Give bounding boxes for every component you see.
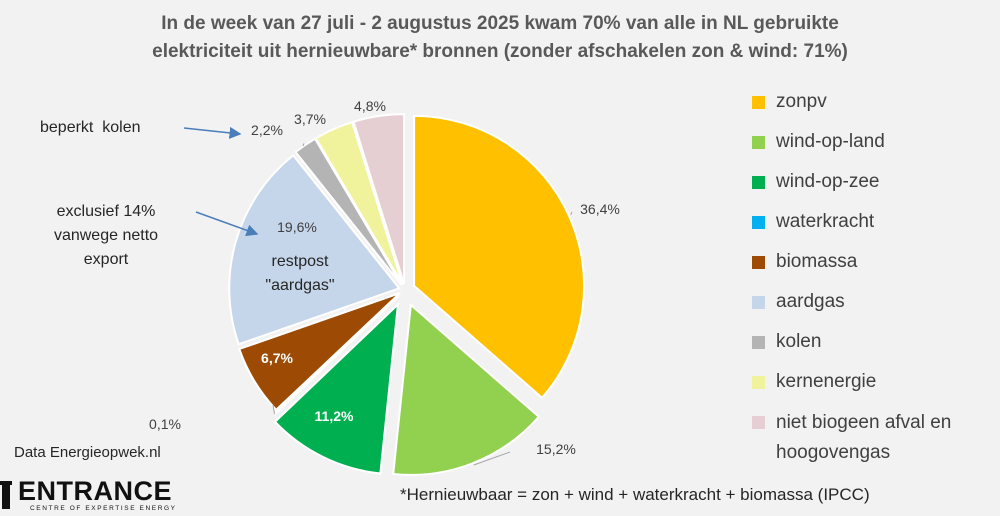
- data-label-wind-op-land: 15,2%: [536, 441, 576, 457]
- data-label-wind-op-zee: 11,2%: [315, 408, 354, 424]
- legend-label-wind-op-zee: wind-op-zee: [776, 171, 880, 192]
- chart-title: In de week van 27 juli - 2 augustus 2025…: [0, 10, 1000, 66]
- pie-slice-wind-op-land: [392, 302, 541, 476]
- entrance-logo: ENTRANCE CENTRE OF EXPERTISE ENERGY: [0, 476, 200, 516]
- legend-item-zonpv: zonpv: [752, 88, 992, 128]
- legend-item-afval-hoogovengas: niet biogeen afval en hoogovengas: [752, 408, 992, 464]
- legend-label-zonpv: zonpv: [776, 91, 827, 112]
- legend-item-waterkracht: waterkracht: [752, 208, 992, 248]
- legend-label-kernenergie: kernenergie: [776, 371, 877, 392]
- gas-annotation-arrow: [195, 211, 259, 237]
- data-label-biomassa: 6,7%: [261, 350, 293, 366]
- pie-slice-kolen: [294, 137, 403, 286]
- legend-label-afval-hoogovengas: niet biogeen afval en hoogovengas: [776, 412, 952, 463]
- legend-label-waterkracht: waterkracht: [776, 211, 875, 232]
- pie-slice-biomassa: [238, 292, 401, 412]
- legend-label-wind-op-land: wind-op-land: [776, 131, 885, 152]
- gas-annotation-line-3: export: [83, 251, 129, 268]
- leader-line-kolen: [302, 143, 305, 147]
- data-label-aardgas: 19,6%: [277, 219, 317, 235]
- legend-swatch-wind-op-zee: [752, 176, 765, 189]
- kolen-annotation-arrow: [183, 126, 242, 139]
- legend-swatch-zonpv: [752, 96, 765, 109]
- pie-slice-aardgas: [228, 153, 401, 346]
- legend-swatch-aardgas: [752, 296, 765, 309]
- logo-subtitle: CENTRE OF EXPERTISE ENERGY: [30, 505, 177, 512]
- legend-label-kolen: kolen: [776, 331, 822, 352]
- logo-mark-icon: [0, 481, 12, 509]
- data-label-niet-biogeen-afval-en-hoogovengas: 4,8%: [354, 98, 386, 114]
- gas-annotation-line-1: exclusief 14%: [56, 203, 156, 220]
- pie-slice-kernenergie: [314, 120, 404, 286]
- legend-swatch-wind-op-land: [752, 136, 765, 149]
- kolen-annotation-text: beperkt kolen: [40, 119, 141, 136]
- leader-line-waterkracht: [272, 404, 275, 415]
- data-label-kernenergie: 3,7%: [294, 111, 326, 127]
- kolen-annotation: beperkt kolen: [40, 116, 141, 140]
- chart-title-line-2: elektriciteit uit hernieuwbare* bronnen …: [152, 41, 848, 62]
- legend-item-kernenergie: kernenergie: [752, 368, 992, 408]
- chart-title-line-1: In de week van 27 juli - 2 augustus 2025…: [161, 13, 839, 34]
- leader-line-zonpv: [570, 211, 573, 215]
- legend-item-wind-op-land: wind-op-land: [752, 128, 992, 168]
- legend-swatch-biomassa: [752, 256, 765, 269]
- data-label-waterkracht: 0,1%: [149, 416, 181, 432]
- gas-annotation: exclusief 14% vanwege netto export: [26, 200, 186, 272]
- data-label-kolen: 2,2%: [251, 122, 283, 138]
- data-source: Data Energieopwek.nl: [14, 444, 161, 461]
- gas-inner-line-2: "aardgas": [265, 277, 335, 294]
- legend-swatch-waterkracht: [752, 216, 765, 229]
- footnote-renewable-definition: *Hernieuwbaar = zon + wind + waterkracht…: [400, 485, 870, 504]
- chart-legend: zonpv wind-op-land wind-op-zee waterkrac…: [752, 88, 992, 464]
- gas-inner-annotation: restpost "aardgas": [240, 250, 360, 298]
- data-label-zonpv: 36,4%: [580, 201, 620, 217]
- pie-slice-niet-biogeen-afval-en-hoogovengas: [352, 113, 406, 285]
- legend-swatch-kernenergie: [752, 376, 765, 389]
- legend-label-biomassa: biomassa: [776, 251, 858, 272]
- legend-item-aardgas: aardgas: [752, 288, 992, 328]
- legend-swatch-afval-hoogovengas: [752, 416, 765, 429]
- legend-item-wind-op-zee: wind-op-zee: [752, 168, 992, 208]
- legend-item-biomassa: biomassa: [752, 248, 992, 288]
- pie-slice-wind-op-zee: [273, 301, 400, 475]
- logo-wordmark: ENTRANCE: [18, 476, 173, 506]
- gas-annotation-line-2: vanwege netto: [53, 227, 159, 244]
- pie-slice-zonpv: [413, 114, 586, 400]
- legend-item-kolen: kolen: [752, 328, 992, 368]
- gas-inner-line-1: restpost: [271, 253, 329, 270]
- leader-line-wind-op-land: [473, 451, 511, 466]
- pie-slice-waterkracht: [274, 294, 400, 415]
- legend-label-aardgas: aardgas: [776, 291, 845, 312]
- legend-swatch-kolen: [752, 336, 765, 349]
